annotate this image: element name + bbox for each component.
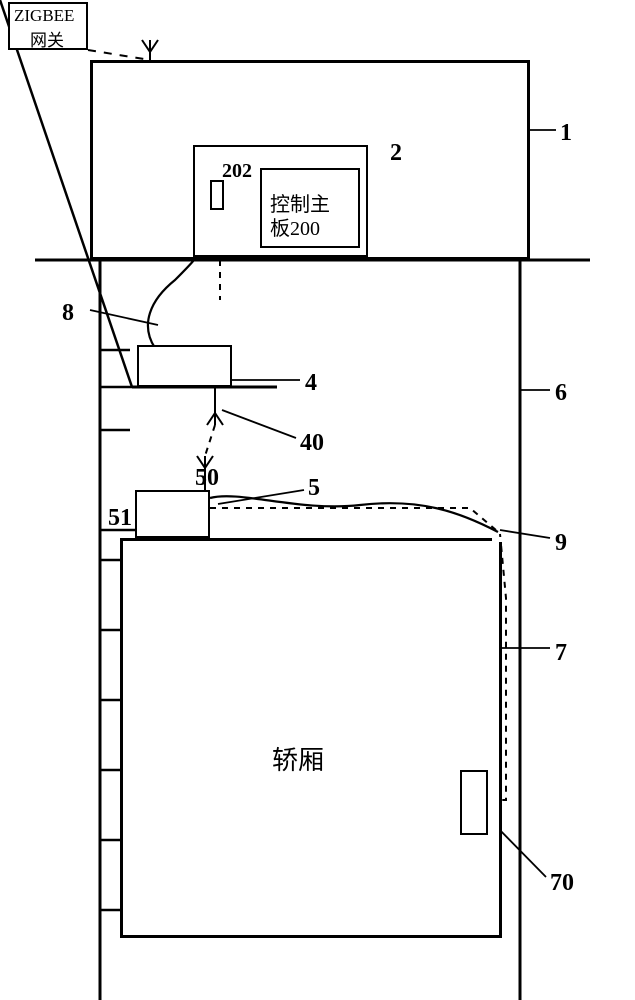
ctrl-label-2: 板200 bbox=[270, 212, 320, 241]
label-50: 50 bbox=[195, 465, 219, 492]
car-label: 轿厢 bbox=[272, 740, 324, 777]
label-51: 51 bbox=[108, 505, 132, 532]
zigbee-label-1: ZIGBEE bbox=[14, 6, 74, 26]
car-box bbox=[120, 538, 502, 938]
label-70: 70 bbox=[550, 870, 574, 897]
label-6: 6 bbox=[555, 380, 567, 407]
port-202 bbox=[210, 180, 224, 210]
label-1: 1 bbox=[560, 120, 572, 147]
label-8: 8 bbox=[62, 300, 74, 327]
unit-4 bbox=[137, 345, 232, 387]
label-40: 40 bbox=[300, 430, 324, 457]
label-202: 202 bbox=[222, 160, 252, 183]
label-4: 4 bbox=[305, 370, 317, 397]
label-9: 9 bbox=[555, 530, 567, 557]
zigbee-label-2: 网关 bbox=[30, 26, 64, 51]
label-7: 7 bbox=[555, 640, 567, 667]
panel-70 bbox=[460, 770, 488, 835]
label-5: 5 bbox=[308, 475, 320, 502]
label-2: 2 bbox=[390, 140, 402, 167]
unit-5 bbox=[135, 490, 210, 538]
